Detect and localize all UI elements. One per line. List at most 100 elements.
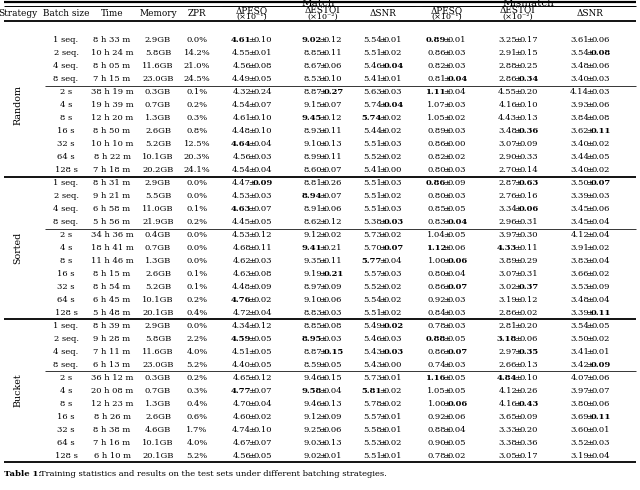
Text: 0.14: 0.14 xyxy=(519,166,538,174)
Text: ±: ± xyxy=(444,296,451,304)
Text: 0.12: 0.12 xyxy=(324,36,342,45)
Text: 0.01: 0.01 xyxy=(591,348,609,356)
Text: 0.0%: 0.0% xyxy=(186,192,207,200)
Text: 2.70: 2.70 xyxy=(499,166,517,174)
Text: 0.05: 0.05 xyxy=(591,322,609,330)
Text: 3.48: 3.48 xyxy=(570,296,589,304)
Text: 1 seq.: 1 seq. xyxy=(53,322,79,330)
Text: 0.00: 0.00 xyxy=(448,140,467,148)
Text: ±: ± xyxy=(444,36,451,45)
Text: 0.03: 0.03 xyxy=(448,101,467,109)
Text: 0.05: 0.05 xyxy=(448,231,467,239)
Text: 21.0%: 21.0% xyxy=(184,62,211,71)
Text: ±: ± xyxy=(515,322,522,330)
Text: ±: ± xyxy=(444,75,451,83)
Text: 4.43: 4.43 xyxy=(498,114,517,122)
Text: ±: ± xyxy=(319,166,326,174)
Text: 3.54: 3.54 xyxy=(570,322,589,330)
Text: ±: ± xyxy=(515,205,522,213)
Text: ±: ± xyxy=(444,309,451,317)
Text: ±: ± xyxy=(380,153,387,161)
Text: 0.05: 0.05 xyxy=(324,361,342,369)
Text: 16 s: 16 s xyxy=(57,127,75,135)
Text: 2 s: 2 s xyxy=(60,88,72,97)
Text: 5.78: 5.78 xyxy=(364,400,382,408)
Text: 21.9GB: 21.9GB xyxy=(142,218,173,226)
Text: ±: ± xyxy=(444,205,451,213)
Text: 20.2GB: 20.2GB xyxy=(142,166,173,174)
Text: 10 h 10 m: 10 h 10 m xyxy=(91,140,133,148)
Text: 9.15: 9.15 xyxy=(303,101,322,109)
Text: 4 seq.: 4 seq. xyxy=(53,205,79,213)
Text: 0.12: 0.12 xyxy=(253,231,271,239)
Text: 0.13: 0.13 xyxy=(324,400,342,408)
Text: ±: ± xyxy=(319,88,326,97)
Text: ±: ± xyxy=(444,413,451,420)
Text: 0.04: 0.04 xyxy=(448,88,467,97)
Text: 3.54: 3.54 xyxy=(570,49,589,57)
Text: 8.53: 8.53 xyxy=(303,75,322,83)
Text: 3.91: 3.91 xyxy=(570,244,589,252)
Text: 8 h 22 m: 8 h 22 m xyxy=(93,153,131,161)
Text: 9.46: 9.46 xyxy=(303,374,322,382)
Text: 0.05: 0.05 xyxy=(253,75,271,83)
Text: ±: ± xyxy=(248,283,255,291)
Text: ±: ± xyxy=(515,296,522,304)
Text: 3.40: 3.40 xyxy=(570,166,589,174)
Text: 0.86: 0.86 xyxy=(428,283,446,291)
Text: 4.56: 4.56 xyxy=(232,451,251,460)
Text: 0.26: 0.26 xyxy=(519,387,538,394)
Text: ΔSNR: ΔSNR xyxy=(369,9,396,18)
Text: 0.05: 0.05 xyxy=(253,361,271,369)
Text: ±: ± xyxy=(515,439,522,446)
Text: 4.77: 4.77 xyxy=(230,387,251,394)
Text: 2.66: 2.66 xyxy=(499,361,517,369)
Text: ±: ± xyxy=(444,153,451,161)
Text: 2.6GB: 2.6GB xyxy=(145,127,171,135)
Text: 5.49: 5.49 xyxy=(363,322,382,330)
Text: (×10⁻¹): (×10⁻¹) xyxy=(237,13,268,21)
Text: ±: ± xyxy=(587,101,593,109)
Text: ±: ± xyxy=(319,257,326,265)
Text: 0.10: 0.10 xyxy=(253,426,271,434)
Text: ±: ± xyxy=(444,335,451,343)
Text: ±: ± xyxy=(248,374,255,382)
Text: ±: ± xyxy=(319,140,326,148)
Text: 8 s: 8 s xyxy=(60,400,72,408)
Text: 2.6GB: 2.6GB xyxy=(145,413,171,420)
Text: ±: ± xyxy=(319,296,326,304)
Text: 2.96: 2.96 xyxy=(499,218,517,226)
Text: 3.65: 3.65 xyxy=(499,413,517,420)
Text: 4.47: 4.47 xyxy=(232,179,251,187)
Text: 0.02: 0.02 xyxy=(253,296,271,304)
Text: 0.3GB: 0.3GB xyxy=(145,88,171,97)
Text: 4.33: 4.33 xyxy=(497,244,517,252)
Text: ±: ± xyxy=(380,451,387,460)
Text: 0.10: 0.10 xyxy=(324,75,342,83)
Text: 5.63: 5.63 xyxy=(364,88,382,97)
Text: 0.21: 0.21 xyxy=(324,244,342,252)
Text: 2.2%: 2.2% xyxy=(186,335,207,343)
Text: 5.41: 5.41 xyxy=(363,166,382,174)
Text: ±: ± xyxy=(380,270,387,278)
Text: 0.78: 0.78 xyxy=(428,451,446,460)
Text: 3.07: 3.07 xyxy=(499,270,517,278)
Text: 0.12: 0.12 xyxy=(253,322,271,330)
Text: 5.52: 5.52 xyxy=(364,153,382,161)
Text: 0.03: 0.03 xyxy=(324,335,342,343)
Text: ±: ± xyxy=(319,36,326,45)
Text: 0.06: 0.06 xyxy=(591,62,609,71)
Text: ±: ± xyxy=(319,153,326,161)
Text: 5.51: 5.51 xyxy=(364,451,382,460)
Text: 16 s: 16 s xyxy=(57,413,75,420)
Text: 9.46: 9.46 xyxy=(303,400,322,408)
Text: 3.44: 3.44 xyxy=(570,153,589,161)
Text: ±: ± xyxy=(587,179,593,187)
Text: ±: ± xyxy=(444,426,451,434)
Text: 2.76: 2.76 xyxy=(499,192,517,200)
Text: 0.06: 0.06 xyxy=(324,205,342,213)
Text: ±: ± xyxy=(319,335,326,343)
Text: ΔPESQ: ΔPESQ xyxy=(236,6,268,15)
Text: 8 seq.: 8 seq. xyxy=(53,75,79,83)
Text: 9.10: 9.10 xyxy=(303,296,322,304)
